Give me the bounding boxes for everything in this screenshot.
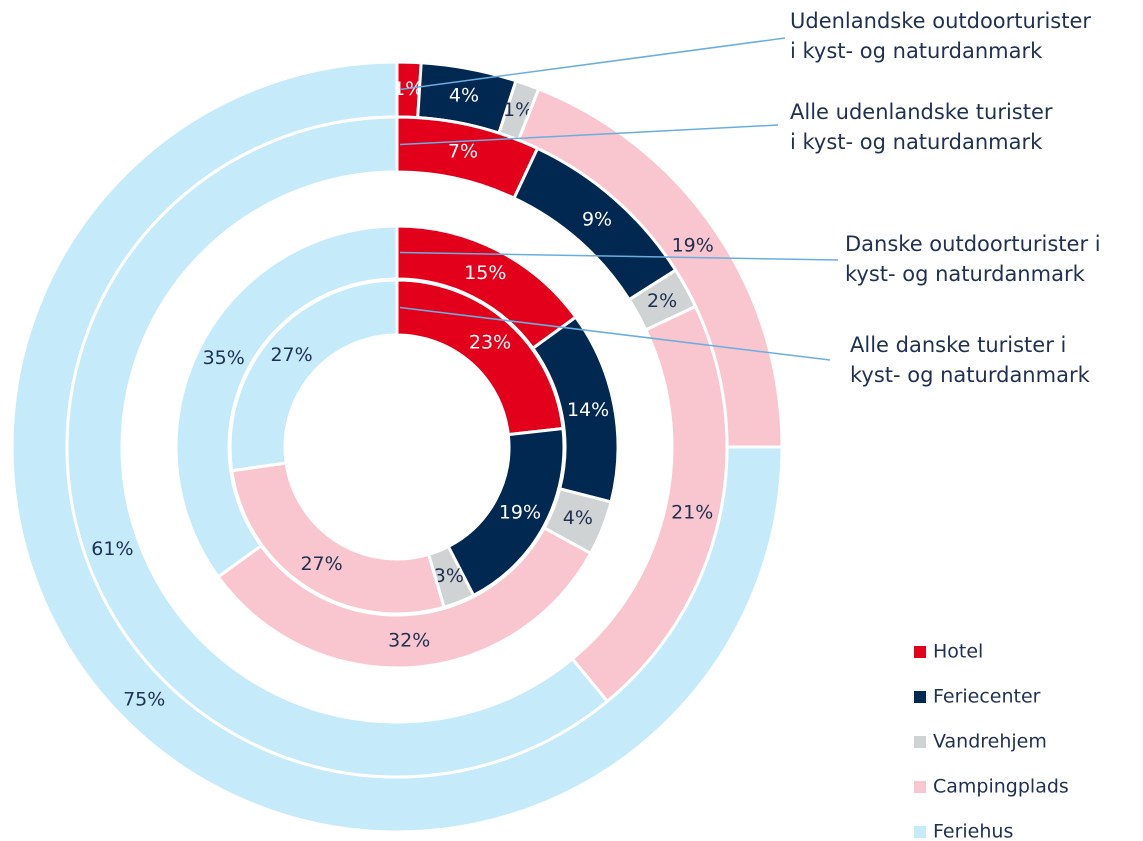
- value-label: 1%: [393, 78, 423, 100]
- value-label: 4%: [563, 507, 593, 529]
- value-label: 1%: [503, 99, 533, 121]
- legend-label: Feriecenter: [933, 686, 1041, 708]
- legend-swatch: [914, 736, 926, 748]
- value-label: 9%: [582, 209, 612, 231]
- donut-segment: [65, 115, 610, 779]
- value-label: 75%: [123, 688, 165, 710]
- donut-segment: [228, 278, 399, 473]
- ring-name: Danske outdoorturister i: [845, 232, 1101, 256]
- ring-name: i kyst- og naturdanmark: [790, 130, 1043, 154]
- legend-label: Feriehus: [933, 821, 1013, 841]
- leader-line: [399, 124, 779, 146]
- legend-label: Campingplads: [933, 776, 1069, 798]
- ring-name: Alle udenlandske turister: [790, 100, 1053, 124]
- legend-label: Vandrehjem: [933, 731, 1047, 753]
- leader-line: [399, 306, 831, 361]
- value-label: 3%: [434, 565, 464, 587]
- value-label: 15%: [464, 262, 506, 284]
- ring-name: Udenlandske outdoorturister: [790, 9, 1091, 33]
- legend-swatch: [914, 781, 926, 793]
- leader-line: [399, 37, 786, 91]
- value-label: 21%: [671, 501, 713, 523]
- legend-swatch: [914, 646, 926, 658]
- value-label: 61%: [91, 538, 133, 560]
- value-label: 32%: [388, 630, 430, 652]
- legend-swatch: [914, 826, 926, 838]
- donut-segment: [230, 461, 446, 616]
- value-label: 14%: [567, 399, 609, 421]
- value-label: 4%: [449, 84, 479, 106]
- value-label: 2%: [647, 290, 677, 312]
- value-label: 35%: [203, 347, 245, 369]
- value-label: 19%: [672, 235, 714, 257]
- value-label: 27%: [300, 553, 342, 575]
- value-label: 23%: [469, 332, 511, 354]
- ring-name: i kyst- og naturdanmark: [790, 39, 1043, 63]
- value-label: 19%: [499, 501, 541, 523]
- ring-name: Alle danske turister i: [850, 333, 1066, 357]
- legend-label: Hotel: [933, 641, 983, 663]
- legend-swatch: [914, 691, 926, 703]
- ring-name: kyst- og naturdanmark: [850, 363, 1091, 387]
- leader-line: [399, 251, 839, 261]
- value-label: 27%: [270, 344, 312, 366]
- value-label: 7%: [448, 140, 478, 162]
- ring-name: kyst- og naturdanmark: [845, 262, 1086, 286]
